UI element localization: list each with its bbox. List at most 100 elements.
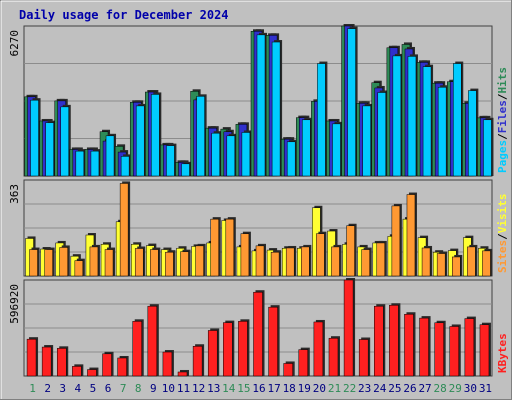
x-tick-label-day-27: 27: [418, 382, 431, 395]
x-tick-label-day-8: 8: [135, 382, 142, 395]
bar-sites-day-5-face: [89, 246, 99, 277]
bar-sites-day-31: [482, 248, 493, 277]
x-tick-label-day-21: 21: [328, 382, 341, 395]
bar-kbytes-day-10: [162, 350, 174, 377]
bar-pages-day-21-face: [332, 123, 341, 177]
bar-kbytes-day-24: [374, 304, 386, 377]
bar-pages-day-4: [75, 149, 86, 177]
bar-kbytes-day-20-face: [313, 321, 324, 377]
x-tick-label-day-3: 3: [59, 382, 66, 395]
bar-kbytes-day-8-face: [132, 321, 142, 377]
bar-kbytes-day-31: [479, 322, 491, 377]
bar-pages-day-20-face: [317, 63, 326, 177]
bar-kbytes-day-25: [389, 303, 401, 377]
bar-pages-day-27: [422, 64, 434, 177]
bar-sites-day-21-face: [331, 246, 340, 277]
bar-pages-day-25: [392, 53, 403, 177]
bar-kbytes-day-14: [223, 320, 235, 377]
bar-sites-day-1: [29, 247, 40, 277]
bar-kbytes-day-11: [177, 369, 190, 377]
bar-sites-day-5: [89, 244, 100, 277]
bar-sites-day-28-face: [436, 253, 446, 277]
bar-sites-day-22: [346, 223, 357, 277]
x-tick-label-day-4: 4: [75, 382, 82, 395]
bar-sites-day-15: [240, 231, 251, 277]
x-tick-label-day-9: 9: [150, 382, 157, 395]
x-tick-label-day-19: 19: [298, 382, 311, 395]
bar-kbytes-day-10-face: [162, 351, 173, 377]
x-tick-label-day-14: 14: [222, 382, 236, 395]
bar-kbytes-day-1-face: [26, 338, 37, 377]
x-axis-day-labels: 1 2 3 4 5 6 7 8 9 10 11 12 13 14 15 16 17 18 19 20 21 22 23 24 2…: [29, 382, 492, 395]
panel-visitors-legend-item-2: Visits: [496, 194, 509, 234]
bar-pages-day-22-face: [347, 28, 356, 177]
bar-sites-day-12-face: [195, 245, 204, 277]
bar-pages-day-5: [90, 149, 101, 177]
bar-kbytes-day-5: [87, 367, 99, 377]
bar-kbytes-day-13: [207, 328, 220, 377]
bar-sites-day-19: [301, 244, 312, 277]
panel-requests-legend-item-2: Files: [496, 100, 509, 133]
bar-pages-day-21: [332, 121, 343, 177]
bar-pages-day-30-face: [468, 90, 477, 177]
bar-kbytes-day-30: [464, 316, 476, 377]
bar-pages-day-29-face: [453, 63, 462, 177]
bar-sites-day-29-face: [452, 256, 461, 277]
bar-sites-day-23-face: [361, 249, 370, 277]
bar-pages-day-15: [241, 130, 252, 177]
bar-pages-day-12-face: [196, 96, 205, 177]
bar-pages-day-28: [437, 85, 449, 177]
x-tick-label-day-30: 30: [464, 382, 477, 395]
bar-sites-day-17-face: [270, 251, 280, 277]
bar-pages-day-12: [196, 94, 207, 177]
bar-sites-day-10: [165, 250, 176, 277]
x-tick-label-day-15: 15: [237, 382, 250, 395]
bar-sites-day-8-face: [134, 248, 144, 277]
bar-pages-day-17: [271, 40, 283, 177]
bar-kbytes-day-15-face: [238, 321, 248, 377]
bar-kbytes-day-23: [358, 337, 371, 377]
bar-pages-day-18: [286, 139, 298, 177]
bar-kbytes-day-4-face: [72, 366, 82, 377]
bar-kbytes-day-16-face: [253, 291, 263, 377]
x-tick-label-day-20: 20: [313, 382, 326, 395]
bar-pages-day-27-face: [422, 66, 432, 177]
bar-sites-day-3-face: [59, 247, 68, 277]
bar-kbytes-day-27-face: [419, 317, 429, 377]
x-tick-label-day-28: 28: [434, 382, 447, 395]
bar-pages-day-19-face: [302, 119, 311, 177]
bar-sites-day-22-face: [346, 225, 355, 277]
bar-kbytes-day-30-face: [464, 318, 475, 377]
bar-sites-day-13-face: [210, 218, 219, 277]
bar-kbytes-day-14-face: [223, 322, 233, 377]
bar-pages-day-26: [407, 54, 418, 177]
bar-sites-day-2: [44, 247, 55, 277]
bar-kbytes-day-12: [192, 344, 205, 377]
bar-pages-day-1: [30, 98, 41, 177]
bar-kbytes-day-15: [238, 319, 250, 377]
bar-pages-day-28-face: [437, 86, 447, 177]
bar-sites-day-25: [391, 203, 402, 277]
panel-traffic-legend-item-0: KBytes: [496, 333, 509, 373]
bar-kbytes-day-9-face: [147, 305, 158, 377]
bar-sites-day-27: [421, 245, 433, 277]
bar-kbytes-day-29-face: [449, 326, 460, 377]
panel-requests-series-legend: Pages/Files/Hits: [496, 67, 509, 173]
bar-sites-day-24: [376, 240, 387, 277]
panel-visitors: 363 Sites/Visits: [8, 179, 509, 277]
bar-sites-day-26: [406, 192, 417, 277]
bar-sites-day-19-face: [301, 246, 310, 277]
bar-kbytes-day-3-face: [56, 348, 67, 377]
chart-title: Daily usage for December 2024: [19, 8, 229, 22]
panel-visitors-series-legend: Sites/Visits: [496, 194, 509, 274]
bar-kbytes-day-3: [56, 346, 69, 377]
x-tick-label-day-13: 13: [207, 382, 220, 395]
bar-pages-day-26-face: [407, 56, 417, 177]
bar-pages-day-13: [211, 131, 222, 177]
bar-sites-day-26-face: [406, 194, 416, 277]
bar-pages-day-24-face: [377, 92, 387, 177]
bar-sites-day-16: [255, 243, 266, 277]
bar-sites-day-23: [361, 247, 372, 277]
bar-kbytes-day-2-face: [41, 346, 52, 377]
